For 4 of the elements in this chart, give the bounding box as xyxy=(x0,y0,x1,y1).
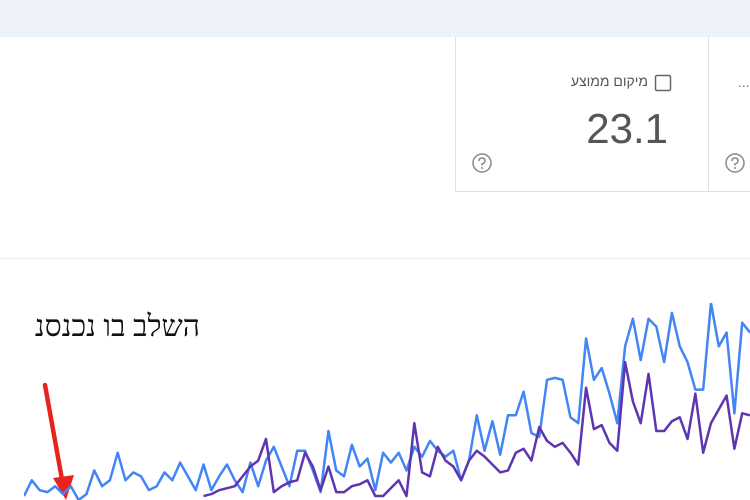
text: מיקום ממוצע xyxy=(570,73,648,89)
annotation: השלב בו נכנסנ xyxy=(34,310,200,344)
text: 23.1 xyxy=(586,104,668,154)
text: ... xyxy=(738,74,750,90)
